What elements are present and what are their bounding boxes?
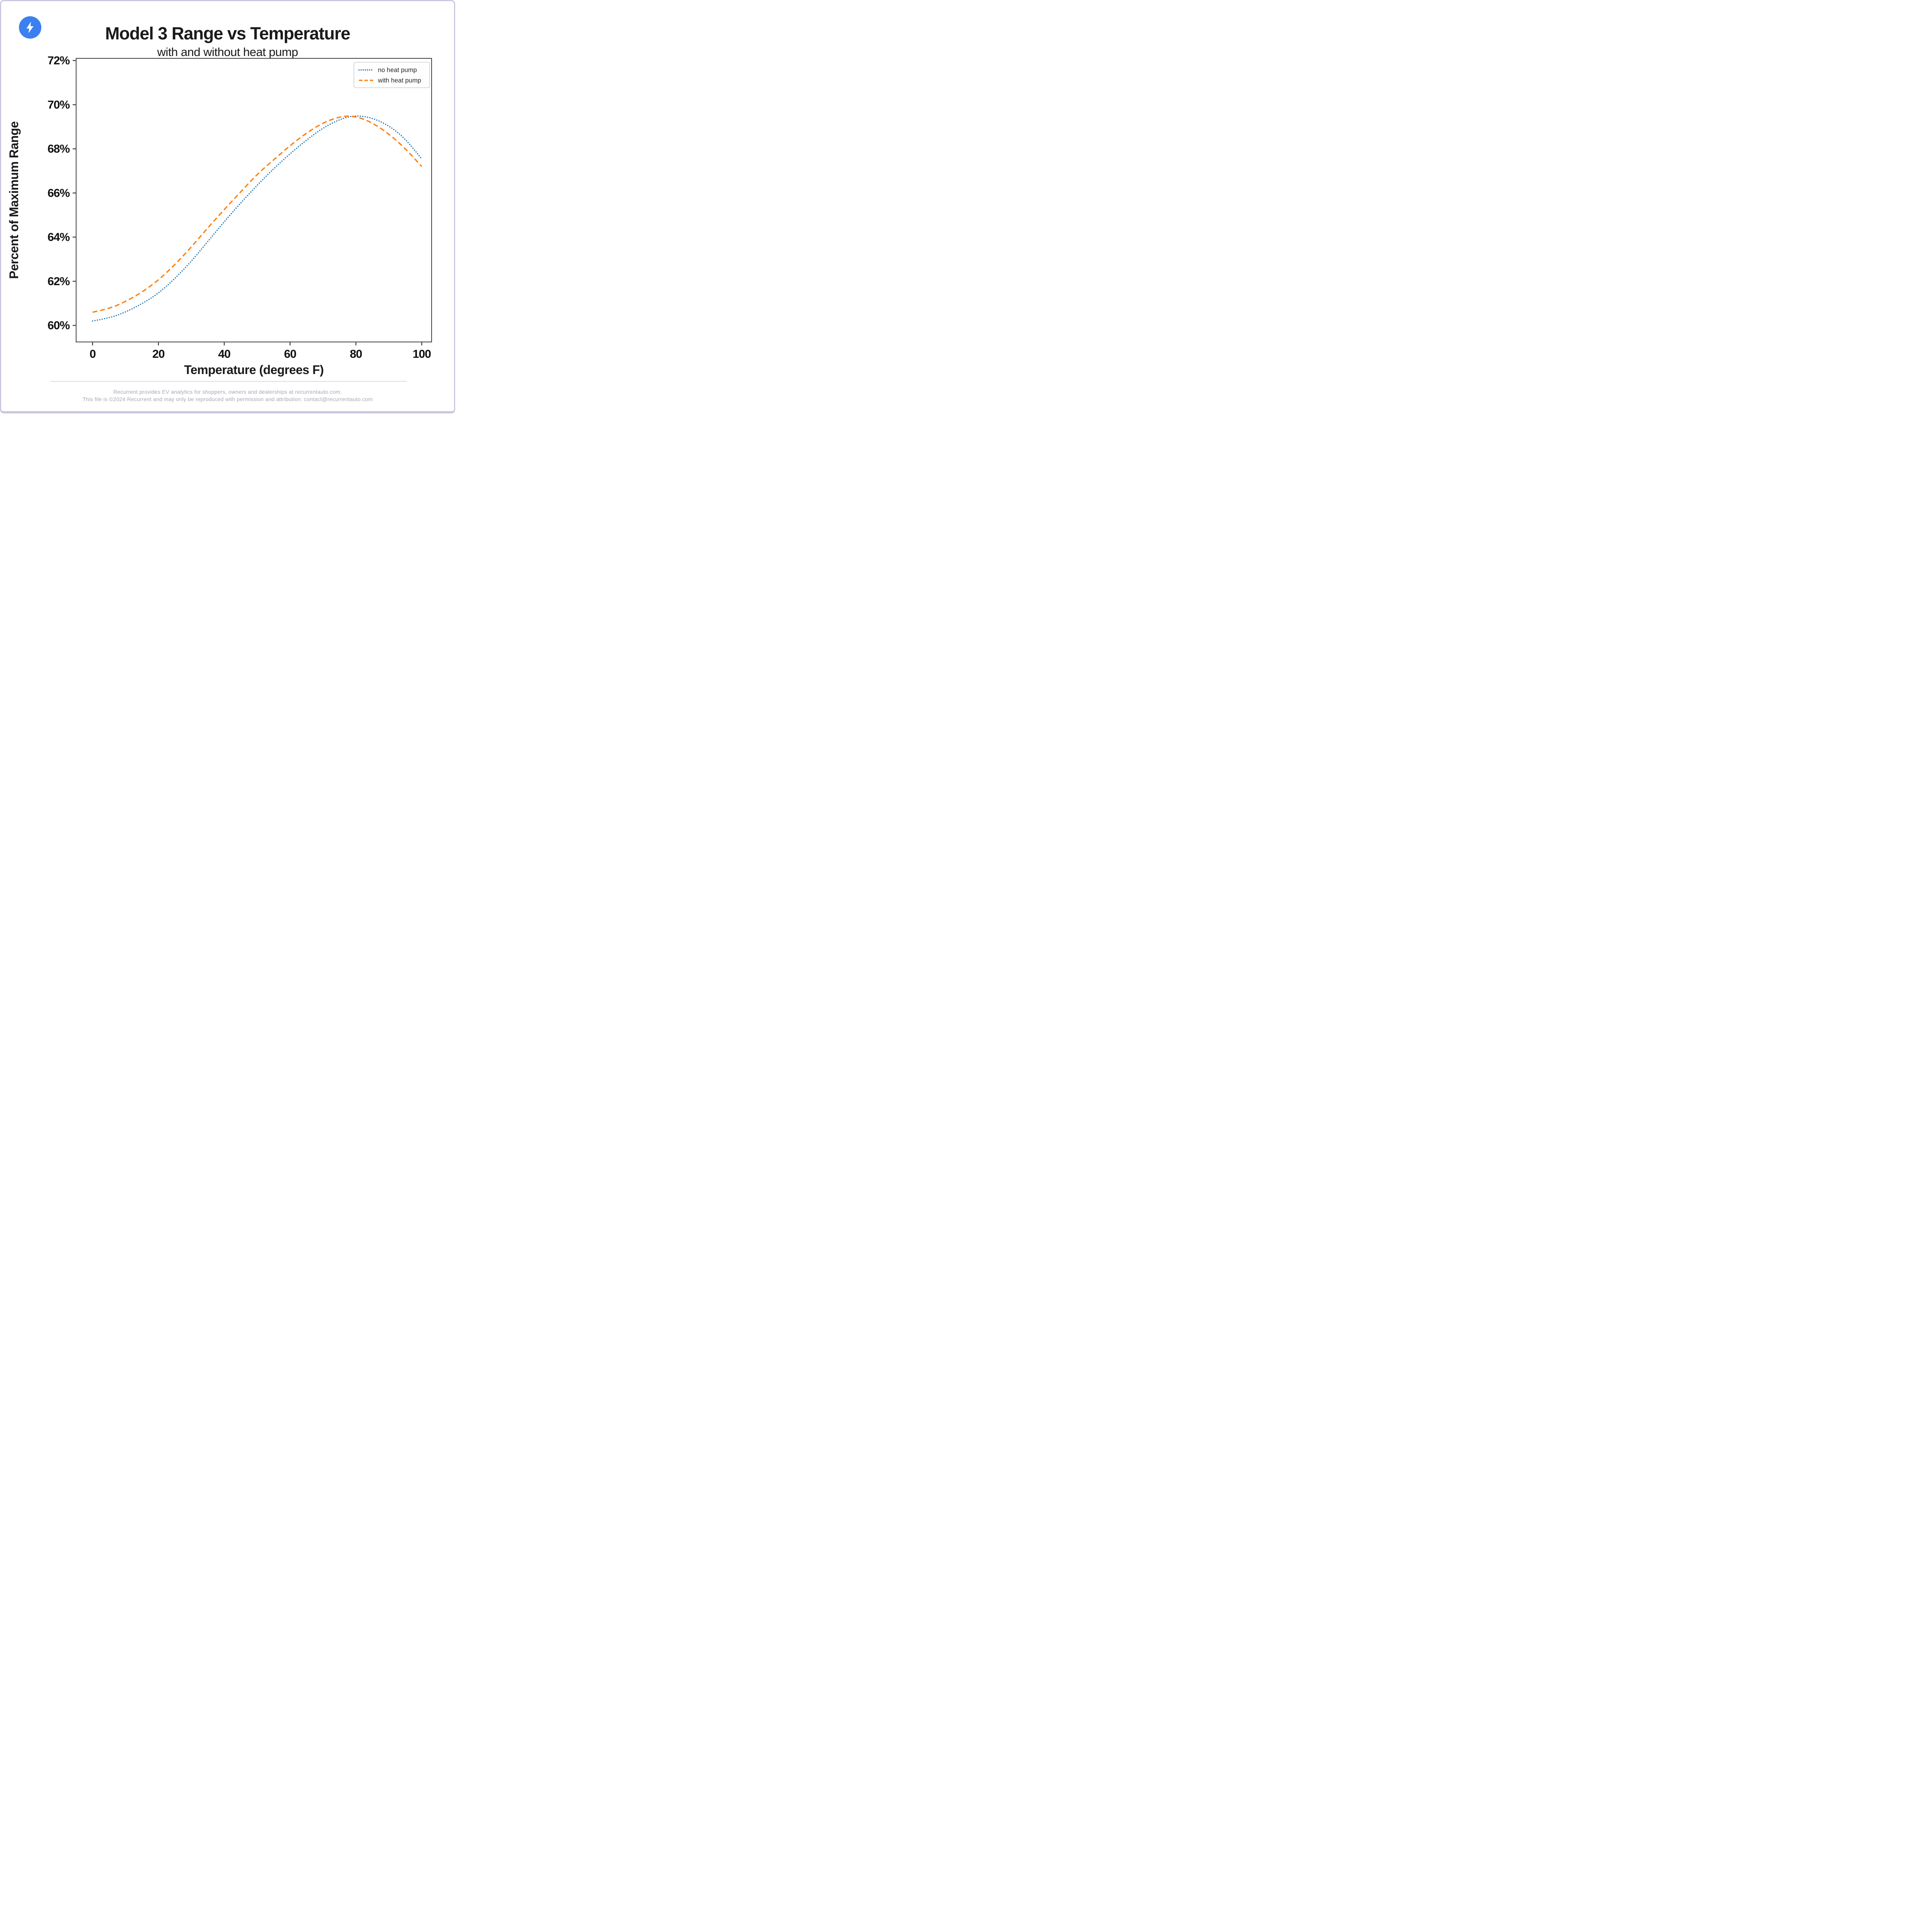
y-tick-label: 62% — [48, 275, 70, 288]
x-tick-label: 80 — [350, 348, 362, 361]
footer: Recurrent provides EV analytics for shop… — [1, 388, 454, 403]
page-title: Model 3 Range vs Temperature — [105, 24, 350, 43]
y-tick-label: 64% — [48, 231, 70, 244]
x-tick-label: 40 — [218, 348, 231, 361]
x-tick-label: 0 — [90, 348, 96, 361]
recurrent-chart-page: Model 3 Range vs Temperature with and wi… — [0, 0, 455, 413]
x-tick-label: 100 — [413, 348, 431, 361]
y-tick-label: 70% — [48, 99, 70, 111]
legend-box — [354, 62, 430, 88]
y-tick-label: 66% — [48, 187, 70, 199]
footer-line-2: This file is ©2024 Recurrent and may onl… — [82, 396, 373, 402]
legend-label: no heat pump — [378, 67, 417, 74]
series-path-with-heat-pump — [92, 115, 422, 313]
recurrent-logo — [19, 16, 41, 39]
legend-label: with heat pump — [378, 77, 421, 84]
footer-line-1: Recurrent provides EV analytics for shop… — [113, 389, 342, 395]
footer-divider — [51, 381, 407, 382]
range-chart-svg: 0 20 40 60 80 100 60% 62% 64% 66% 68% 70% 72% Tempera… — [7, 54, 432, 377]
y-tick-label: 60% — [48, 319, 70, 332]
plot-border — [76, 58, 432, 342]
chart-header: Model 3 Range vs Temperature with and wi… — [1, 24, 454, 59]
y-tick-label: 72% — [48, 54, 70, 67]
x-tick-label: 60 — [284, 348, 296, 361]
lightning-bolt-icon — [26, 22, 34, 33]
x-tick-label: 20 — [152, 348, 165, 361]
page-subtitle: with and without heat pump — [157, 45, 298, 59]
y-axis-label: Percent of Maximum Range — [7, 121, 21, 279]
series-path-no-heat-pump — [92, 115, 422, 322]
x-axis-label: Temperature (degrees F) — [184, 363, 323, 377]
range-vs-temperature-chart: 0 20 40 60 80 100 60% 62% 64% 66% 68% 70% 72% Tempera… — [1, 1, 454, 411]
y-tick-label: 68% — [48, 143, 70, 155]
